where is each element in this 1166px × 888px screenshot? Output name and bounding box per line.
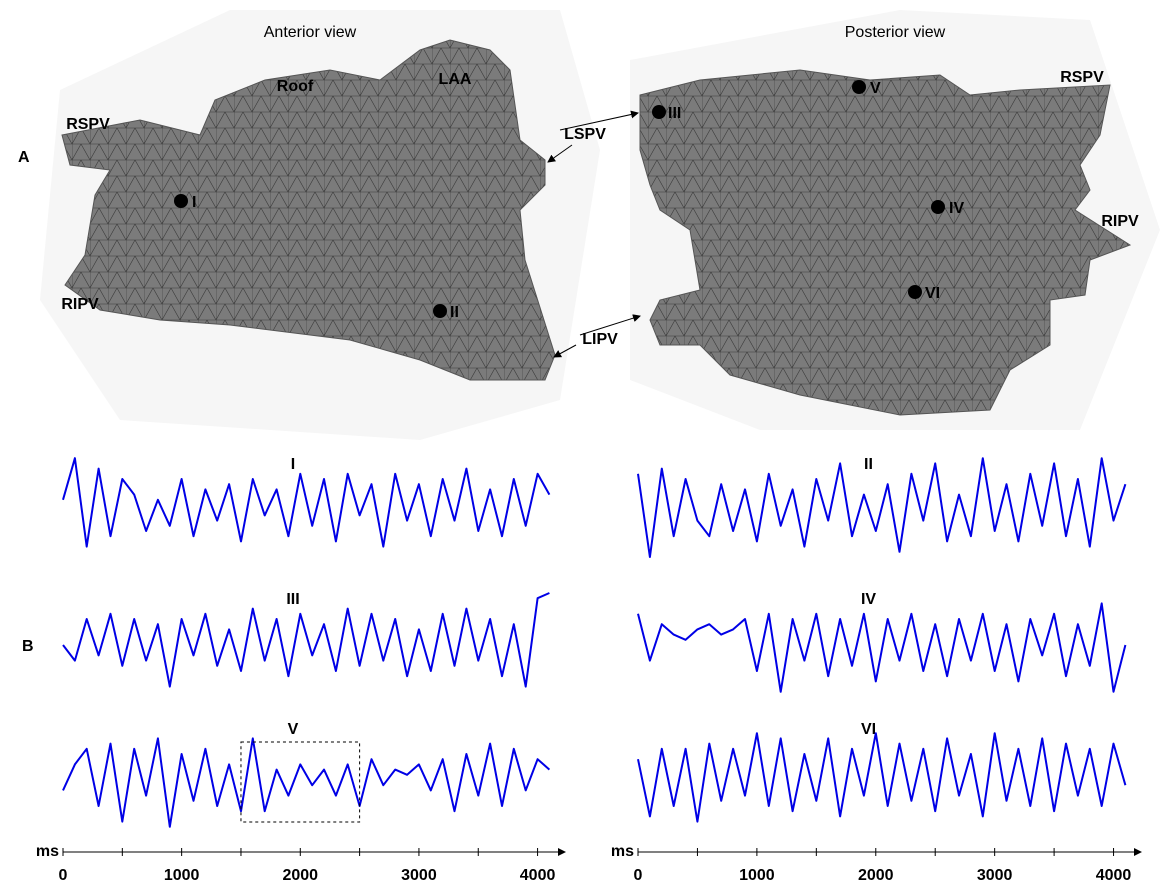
signal-trace <box>62 592 550 688</box>
anatomy-label: LSPV <box>564 126 606 143</box>
arrows <box>547 110 641 358</box>
site-label: IV <box>949 200 964 217</box>
x-tick-label: 0 <box>59 867 68 884</box>
trace-title: V <box>288 721 299 738</box>
signal-trace <box>62 457 551 548</box>
x-axis-label: ms <box>36 843 59 860</box>
atrium-mesh-posterior <box>639 69 1132 416</box>
trace-title: IV <box>861 591 876 608</box>
view-title: Posterior view <box>845 24 946 41</box>
x-tick-label: 4000 <box>1096 867 1132 884</box>
site-label: II <box>450 304 459 321</box>
x-tick-label: 4000 <box>520 867 556 884</box>
x-tick-label: 3000 <box>977 867 1013 884</box>
trace-title: I <box>291 456 295 473</box>
site-markers: I II III IV V VI <box>174 80 964 321</box>
atrium-mesh-anterior <box>61 39 556 381</box>
view-title: Anterior view <box>264 24 357 41</box>
anatomy-label: Roof <box>277 78 314 95</box>
trace-title: III <box>286 591 299 608</box>
signal-trace <box>637 602 1127 693</box>
anatomy-label: LIPV <box>582 331 618 348</box>
anatomy-label: RIPV <box>61 296 99 313</box>
x-axis-label: ms <box>611 843 634 860</box>
x-tick-label: 1000 <box>164 867 200 884</box>
x-tick-label: 2000 <box>858 867 894 884</box>
signal-trace <box>637 457 1127 558</box>
x-tick-label: 0 <box>634 867 643 884</box>
x-tick-label: 2000 <box>282 867 318 884</box>
site-label: V <box>870 80 881 97</box>
site-label: VI <box>925 285 940 302</box>
anatomy-label: RSPV <box>66 116 110 133</box>
site-label: III <box>668 105 681 122</box>
signal-trace <box>62 737 551 828</box>
x-tick-label: 1000 <box>739 867 775 884</box>
anatomy-label: LAA <box>439 71 472 88</box>
panel-label: A <box>18 149 30 166</box>
anatomy-label: RSPV <box>1060 69 1104 86</box>
highlight-box <box>240 741 361 823</box>
x-tick-label: 3000 <box>401 867 437 884</box>
trace-title: VI <box>861 721 876 738</box>
anatomy-label: RIPV <box>1101 213 1139 230</box>
trace-title: II <box>864 456 873 473</box>
panel-label: B <box>22 638 34 655</box>
site-label: I <box>192 194 196 211</box>
signal-trace <box>637 732 1127 823</box>
